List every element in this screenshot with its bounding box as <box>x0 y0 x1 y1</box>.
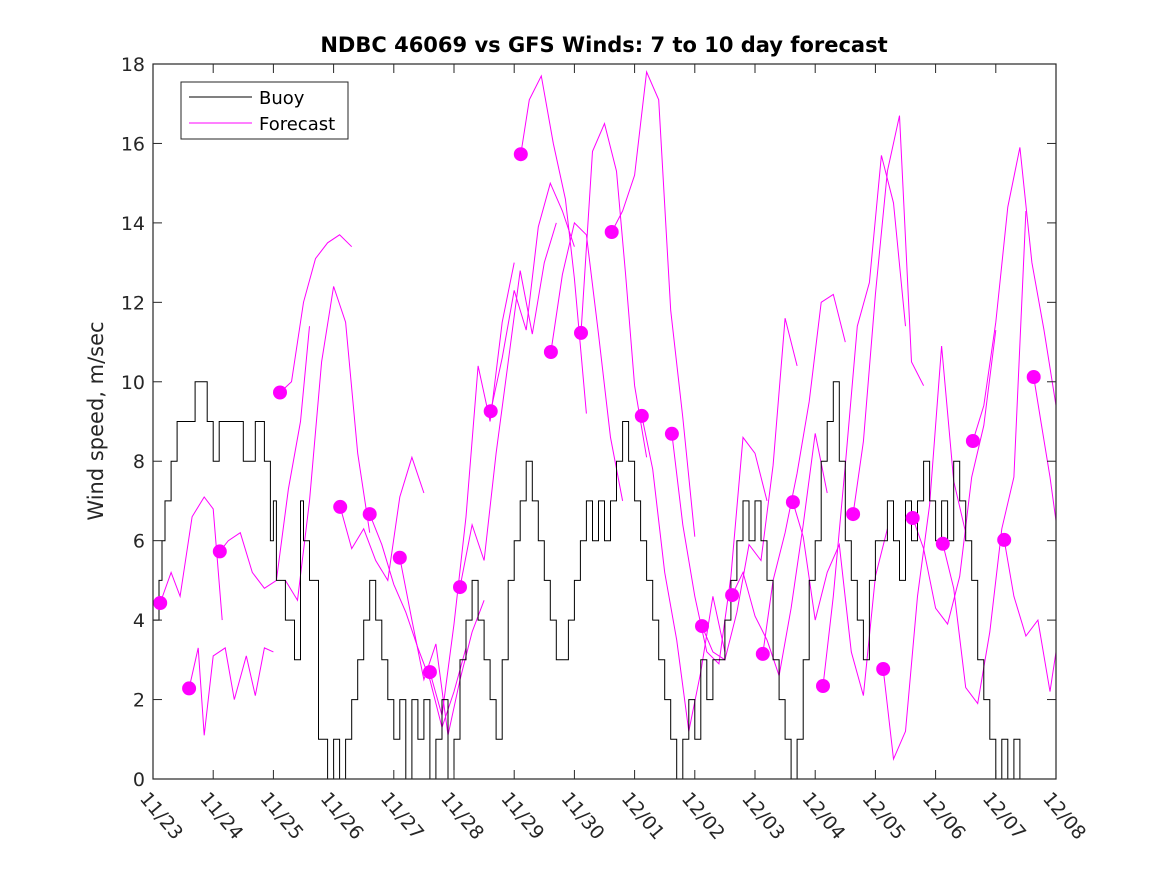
forecast-line-22 <box>852 115 925 515</box>
legend-buoy-label: Buoy <box>259 88 305 109</box>
forecast-marker-16 <box>695 619 709 634</box>
forecast-line-9 <box>459 222 557 588</box>
y-tick-label-1: 2 <box>133 690 145 712</box>
chart-title: NDBC 46069 vs GFS Winds: 7 to 10 day for… <box>320 33 887 57</box>
forecast-marker-5 <box>362 507 377 522</box>
forecast-line-1 <box>188 647 274 736</box>
forecast-line-17 <box>701 318 798 661</box>
forecast-line-3 <box>279 234 353 393</box>
y-tick-label-5: 10 <box>121 372 145 394</box>
buoy-series-group <box>153 381 1026 780</box>
y-axis-label: Wind speed, m/sec <box>84 321 108 520</box>
forecast-marker-9 <box>483 404 498 419</box>
forecast-marker-18 <box>755 646 770 661</box>
forecast-marker-19 <box>785 495 800 510</box>
forecast-marker-26 <box>997 532 1012 547</box>
forecast-marker-21 <box>846 507 861 522</box>
forecast-marker-6 <box>392 550 407 565</box>
forecast-line-15 <box>641 415 726 732</box>
forecast-marker-17 <box>725 588 740 603</box>
forecast-line-10 <box>490 181 575 412</box>
forecast-line-19 <box>762 293 846 654</box>
legend-box <box>180 81 349 140</box>
y-tick-label-2: 4 <box>133 610 145 632</box>
forecast-line-21 <box>822 155 906 687</box>
forecast-marker-27 <box>1026 370 1041 384</box>
forecast-line-13 <box>580 122 648 458</box>
y-tick-label-8: 16 <box>121 133 145 155</box>
forecast-marker-4 <box>333 499 348 514</box>
forecast-marker-1 <box>182 681 197 696</box>
forecast-line-5 <box>339 455 425 582</box>
y-tick-label-0: 0 <box>133 769 145 791</box>
forecast-marker-10 <box>513 147 528 162</box>
y-tick-label-9: 18 <box>121 54 145 76</box>
y-tick-label-3: 6 <box>133 531 145 553</box>
forecast-series-group <box>159 69 1057 762</box>
forecast-line-4 <box>284 286 371 602</box>
forecast-marker-12 <box>574 325 588 340</box>
legend-forecast-label: Forecast <box>259 114 335 135</box>
y-tick-label-7: 14 <box>121 213 145 235</box>
forecast-marker-2 <box>212 544 227 559</box>
y-tick-label-6: 12 <box>121 292 145 314</box>
forecast-line-2 <box>219 326 310 589</box>
forecast-marker-23 <box>905 511 920 525</box>
forecast-line-26 <box>972 147 1057 442</box>
y-tick-label-4: 8 <box>133 451 145 473</box>
forecast-marker-7 <box>422 665 437 680</box>
forecast-line-24 <box>912 330 997 626</box>
forecast-marker-20 <box>816 679 830 693</box>
plot-area <box>153 64 1056 779</box>
forecast-line-11 <box>520 74 587 414</box>
forecast-marker-0 <box>153 596 168 610</box>
forecast-marker-15 <box>664 426 679 441</box>
forecast-marker-3 <box>273 385 287 400</box>
forecast-marker-22 <box>876 662 891 676</box>
forecast-line-12 <box>550 221 624 501</box>
forecast-line-28 <box>1033 376 1057 521</box>
buoy-line <box>153 381 1026 780</box>
forecast-marker-11 <box>543 345 558 359</box>
forecast-line-16 <box>671 433 768 665</box>
forecast-markers-group <box>153 147 1041 696</box>
forecast-line-14 <box>611 69 696 537</box>
legend: Buoy Forecast <box>180 81 349 140</box>
forecast-line-27 <box>1003 539 1057 692</box>
forecast-marker-8 <box>453 580 467 595</box>
axes-box <box>152 63 1057 780</box>
forecast-line-0 <box>159 496 223 621</box>
forecast-marker-14 <box>634 408 649 423</box>
forecast-line-7 <box>399 557 485 736</box>
forecast-line-8 <box>429 262 515 716</box>
forecast-marker-25 <box>965 434 980 448</box>
forecast-line-20 <box>792 501 888 696</box>
forecast-marker-13 <box>604 225 619 239</box>
forecast-marker-24 <box>935 536 950 551</box>
